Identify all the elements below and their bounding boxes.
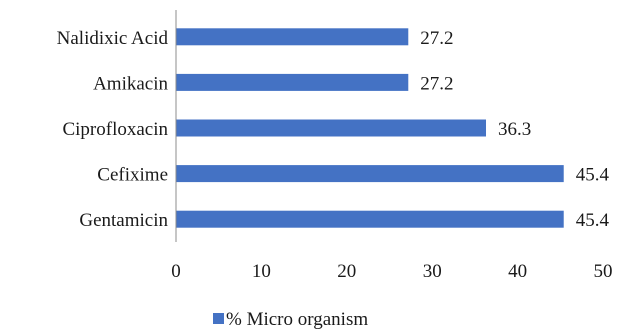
data-label: 36.3	[498, 119, 531, 140]
x-tick-labels: 0 10 20 30 40 50	[171, 261, 612, 282]
x-tick-label: 40	[508, 261, 527, 282]
legend-swatch	[213, 313, 224, 324]
bar	[176, 73, 409, 91]
x-tick-label: 30	[423, 261, 442, 282]
bar	[176, 119, 487, 137]
data-labels: 27.2 27.2 36.3 45.4 45.4	[420, 28, 609, 231]
category-label: Nalidixic Acid	[57, 28, 169, 49]
bars	[176, 28, 564, 228]
data-label: 45.4	[576, 165, 610, 186]
category-labels: Nalidixic Acid Amikacin Ciprofloxacin Cefix…	[57, 28, 169, 231]
bar	[176, 165, 564, 183]
legend-label: % Micro organism	[226, 309, 368, 330]
x-tick-label: 50	[594, 261, 613, 282]
data-label: 27.2	[420, 73, 453, 94]
bar	[176, 210, 564, 228]
category-label: Amikacin	[93, 73, 168, 94]
category-label: Cefixime	[97, 165, 168, 186]
category-label: Ciprofloxacin	[62, 119, 168, 140]
category-label: Gentamicin	[79, 210, 168, 231]
data-label: 45.4	[576, 210, 610, 231]
data-label: 27.2	[420, 28, 453, 49]
x-tick-label: 10	[252, 261, 271, 282]
bar	[176, 28, 409, 46]
x-tick-label: 20	[337, 261, 356, 282]
x-tick-label: 0	[171, 261, 181, 282]
legend: % Micro organism	[213, 309, 368, 330]
